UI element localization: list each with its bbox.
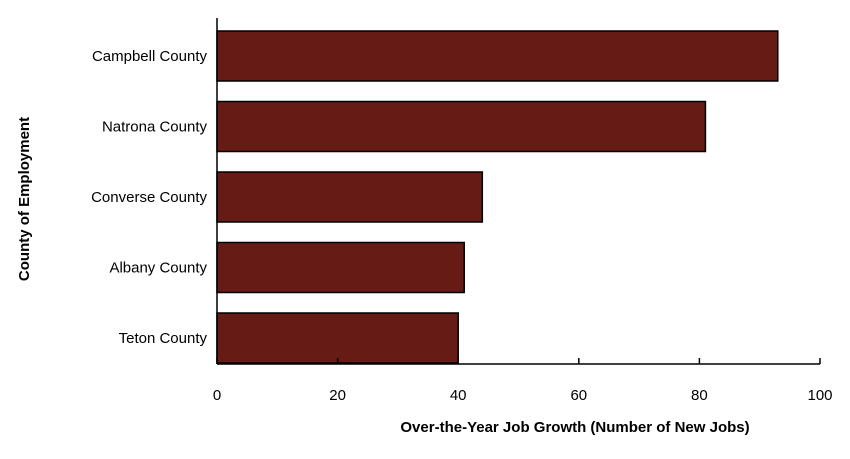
x-tick-label: 60 — [570, 387, 587, 404]
category-label: Natrona County — [102, 119, 208, 136]
category-label: Albany County — [109, 260, 207, 277]
x-tick-label: 20 — [329, 387, 346, 404]
category-label: Campbell County — [92, 48, 208, 65]
category-label: Teton County — [119, 330, 208, 347]
bar-teton-county — [216, 312, 459, 364]
bar-converse-county — [216, 171, 484, 223]
x-tick-label: 100 — [807, 387, 832, 404]
bar-campbell-county — [216, 30, 779, 82]
bars-group — [216, 30, 779, 364]
bar-albany-county — [216, 241, 465, 294]
category-labels: Campbell County Natrona County Converse Co… — [91, 48, 207, 347]
x-axis-title: Over-the-Year Job Growth (Number of New … — [400, 419, 749, 436]
x-tick-label: 40 — [450, 387, 467, 404]
x-axis-ticks: 0 20 40 60 80 100 — [213, 358, 833, 404]
x-tick-label: 0 — [213, 387, 221, 404]
x-tick-label: 80 — [691, 387, 708, 404]
y-axis-title: County of Employment — [16, 117, 33, 281]
category-label: Converse County — [91, 189, 207, 206]
bar-natrona-county — [216, 100, 707, 153]
